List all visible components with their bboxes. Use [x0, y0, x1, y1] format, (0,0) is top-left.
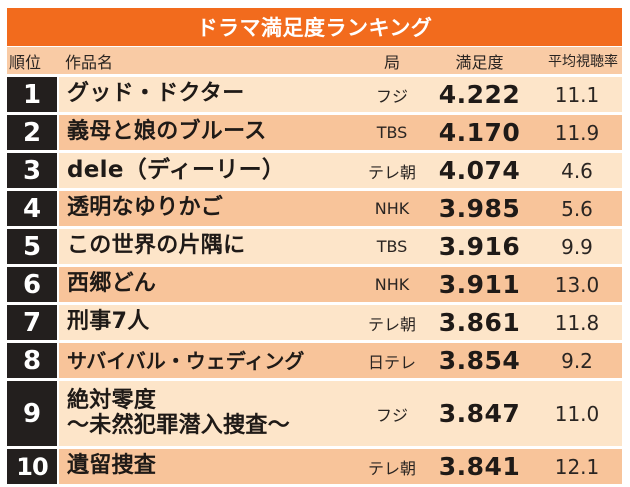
drama-title: グッド・ドクター [67, 81, 245, 107]
average-rating: 4.6 [561, 158, 593, 183]
satisfaction-score: 4.170 [438, 118, 521, 147]
station: TBS [376, 123, 408, 142]
rank-badge: 1 [7, 77, 57, 112]
satisfaction-score: 3.985 [438, 194, 521, 223]
drama-satisfaction-ranking-table: ドラマ満足度ランキング 順位 作品名 局 満足度 平均視聴率 1 グッド・ドクタ… [7, 8, 622, 484]
drama-title: 絶対零度 〜未然犯罪潜入捜査〜 [59, 388, 357, 438]
drama-title: 義母と娘のブルース [67, 119, 267, 145]
station: フジ [375, 405, 408, 425]
station: TBS [376, 237, 408, 256]
satisfaction-score: 3.861 [438, 308, 521, 337]
average-rating: 11.0 [554, 401, 600, 426]
drama-title-line1: 絶対零度 [67, 388, 157, 414]
header-title: 作品名 [65, 52, 114, 72]
satisfaction-score: 3.847 [438, 399, 521, 428]
table-row: 1 グッド・ドクター フジ 4.222 11.1 [7, 77, 622, 112]
average-rating: 11.9 [554, 120, 600, 145]
satisfaction-score: 3.916 [438, 232, 521, 261]
rank-badge: 6 [7, 267, 57, 302]
header-rating: 平均視聴率 [548, 53, 618, 70]
table-title: ドラマ満足度ランキング [7, 8, 622, 46]
average-rating: 13.0 [554, 272, 600, 297]
drama-title: この世界の片隅に [67, 233, 246, 259]
station: テレ朝 [367, 458, 416, 478]
drama-title: 遺留捜査 [67, 453, 157, 479]
drama-title: 西郷どん [67, 271, 157, 297]
satisfaction-score: 3.854 [438, 346, 521, 375]
rank-badge: 9 [7, 381, 57, 446]
drama-title: 刑事7人 [67, 309, 150, 335]
satisfaction-score: 4.074 [438, 156, 521, 185]
station: テレ朝 [367, 314, 416, 334]
station: NHK [374, 275, 410, 294]
table-row: 4 透明なゆりかご NHK 3.985 5.6 [7, 191, 622, 226]
station: フジ [375, 86, 408, 106]
table-row: 8 サバイバル・ウェディング 日テレ 3.854 9.2 [7, 343, 622, 378]
satisfaction-score: 3.841 [438, 452, 521, 481]
drama-title-line2: 〜未然犯罪潜入捜査〜 [67, 412, 291, 438]
table-row: 2 義母と娘のブルース TBS 4.170 11.9 [7, 115, 622, 150]
station: テレ朝 [367, 162, 416, 182]
column-header-row: 順位 作品名 局 満足度 平均視聴率 [7, 47, 622, 74]
table-row: 5 この世界の片隅に TBS 3.916 9.9 [7, 229, 622, 264]
rank-badge: 5 [7, 229, 57, 264]
satisfaction-score: 4.222 [438, 80, 521, 109]
rank-badge: 3 [7, 153, 57, 188]
station: NHK [374, 199, 410, 218]
rank-badge: 7 [7, 305, 57, 340]
rank-badge: 8 [7, 343, 57, 378]
average-rating: 9.2 [561, 348, 593, 373]
header-rank: 順位 [9, 52, 42, 72]
average-rating: 11.8 [554, 310, 600, 335]
rank-badge: 2 [7, 115, 57, 150]
table-row: 7 刑事7人 テレ朝 3.861 11.8 [7, 305, 622, 340]
rank-badge: 4 [7, 191, 57, 226]
table-row: 10 遺留捜査 テレ朝 3.841 12.1 [7, 449, 622, 484]
average-rating: 5.6 [561, 196, 593, 221]
header-score: 満足度 [455, 52, 504, 72]
table-row: 3 dele（ディーリー） テレ朝 4.074 4.6 [7, 153, 622, 188]
rank-badge: 10 [7, 449, 57, 484]
drama-title: サバイバル・ウェディング [67, 348, 305, 373]
drama-title: dele（ディーリー） [67, 156, 286, 183]
table-row: 6 西郷どん NHK 3.911 13.0 [7, 267, 622, 302]
table-row: 9 絶対零度 〜未然犯罪潜入捜査〜 フジ 3.847 11.0 [7, 381, 622, 446]
satisfaction-score: 3.911 [438, 270, 521, 299]
header-station: 局 [383, 52, 400, 72]
average-rating: 11.1 [554, 82, 600, 107]
station: 日テレ [367, 352, 416, 372]
drama-title: 透明なゆりかご [67, 195, 224, 221]
average-rating: 9.9 [561, 234, 593, 259]
average-rating: 12.1 [554, 454, 600, 479]
